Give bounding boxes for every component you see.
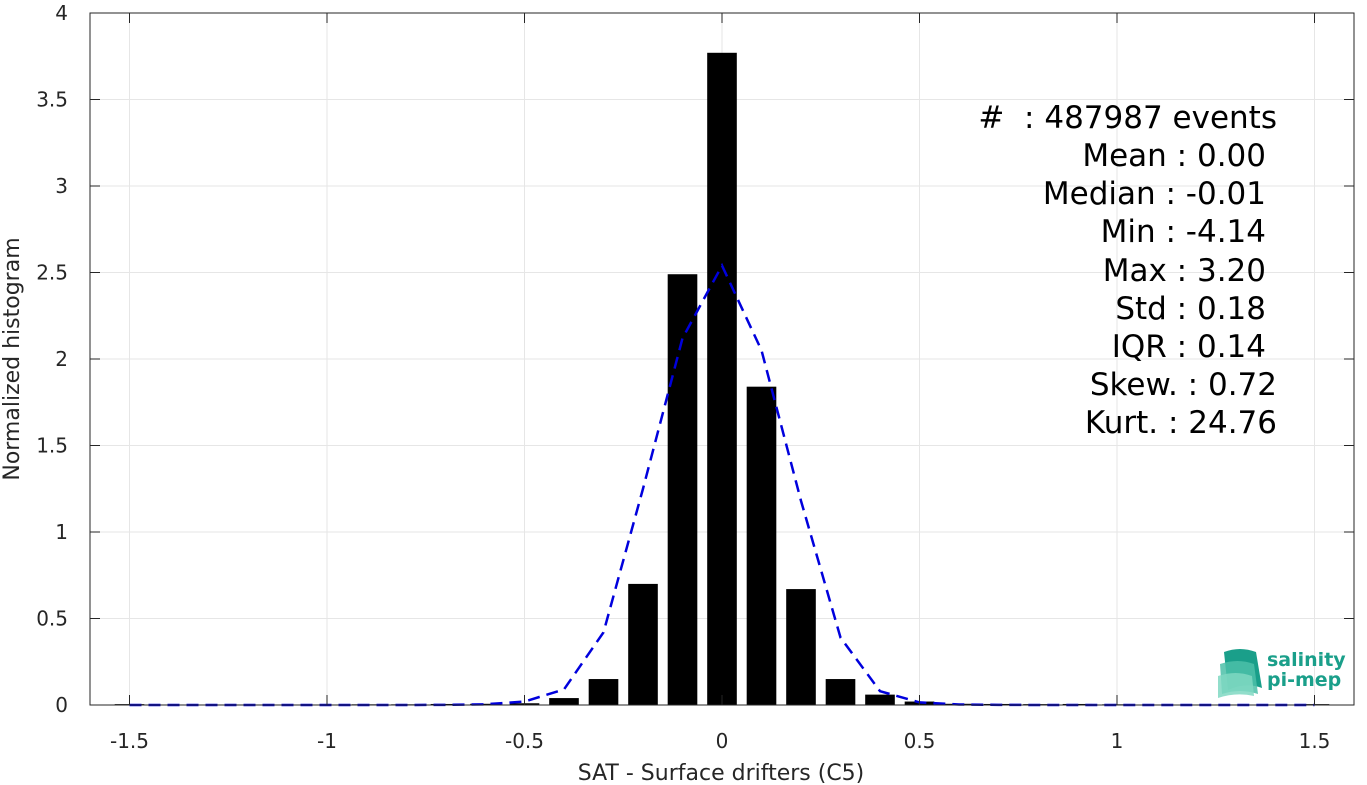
histogram-bar [667,274,698,705]
y-tick-label: 2 [55,347,68,371]
histogram-bar [430,703,461,705]
y-tick-labels: 0 0.5 1 1.5 2 2.5 3 3.5 4 [36,1,68,717]
logo-waves-icon [1218,649,1262,698]
axes [89,12,1355,706]
y-tick-label: 2.5 [36,261,68,285]
y-tick-label: 1 [55,520,68,544]
x-tick-label: -0.5 [505,729,544,753]
x-tick-label: -1.5 [110,729,149,753]
logo-line1: salinity [1267,649,1346,671]
x-tick-labels: -1.5 -1 -0.5 0 0.5 1 1.5 [110,729,1330,753]
y-tick-label: 4 [55,1,68,25]
y-tick-label: 0.5 [36,607,68,631]
histogram-bar [825,679,856,705]
x-tick-label: 0 [716,729,729,753]
stats-iqr: IQR : 0.14 [1112,329,1266,365]
stats-min: Min : -4.14 [1101,214,1266,250]
histogram-bar [865,694,895,705]
x-tick-label: -1 [317,729,337,753]
histogram-bar [470,703,500,705]
histogram-bar [549,698,579,705]
stats-events: # : 487987 events [978,100,1277,136]
histogram-bar [786,589,816,705]
histogram-bars [114,52,1330,706]
stats-kurt: Kurt. : 24.76 [1085,405,1277,441]
x-tick-label: 1.5 [1299,729,1331,753]
y-tick-label: 1.5 [36,434,68,458]
stats-skew: Skew. : 0.72 [1090,367,1277,403]
y-tick-label: 0 [55,693,68,717]
x-tick-label: 0.5 [904,729,936,753]
stats-mean: Mean : 0.00 [1082,138,1266,174]
y-tick-label: 3.5 [36,88,68,112]
stats-max: Max : 3.20 [1103,253,1266,289]
x-tick-label: 1 [1111,729,1124,753]
histogram-bar [628,583,658,705]
histogram-bar [746,386,777,705]
salinity-pi-mep-logo: salinity pi-mep [1218,649,1346,698]
y-tick-label: 3 [55,174,68,198]
y-axis-label: Normalized histogram [0,237,25,480]
statistics-box: # : 487987 events Mean : 0.00 Median : -… [978,100,1277,441]
histogram-bar [588,679,619,705]
stats-std: Std : 0.18 [1115,291,1266,327]
histogram-bar [707,52,737,706]
logo-line2: pi-mep [1267,669,1341,691]
x-axis-label: SAT - Surface drifters (C5) [578,761,865,785]
stats-median: Median : -0.01 [1043,176,1266,212]
